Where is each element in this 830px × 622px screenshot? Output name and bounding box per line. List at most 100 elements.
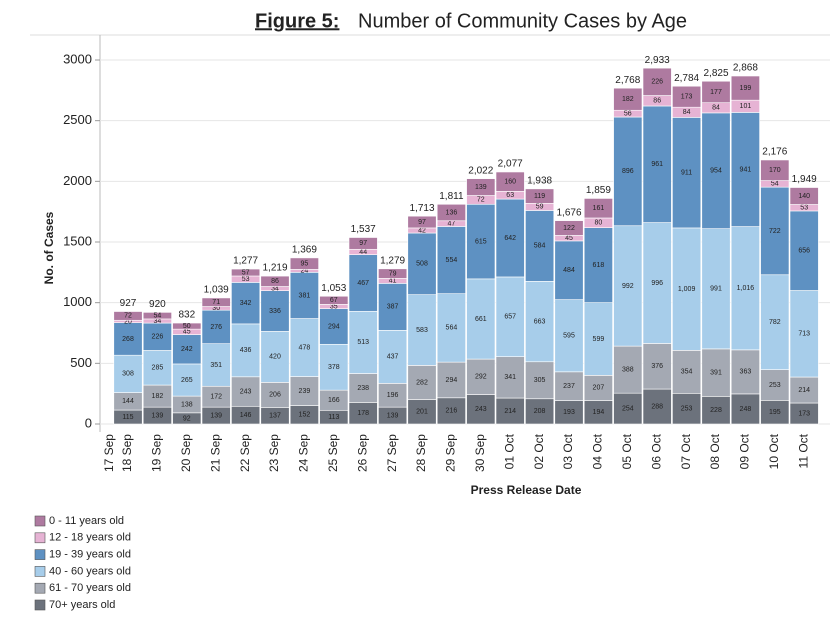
legend-label: 40 - 60 years old [49, 565, 131, 577]
bar-segment [642, 388, 672, 425]
total-label: 1,949 [792, 174, 817, 185]
segment-label: 508 [416, 261, 428, 268]
segment-label: 782 [769, 319, 781, 326]
segment-label: 595 [563, 333, 575, 340]
total-label: 1,811 [439, 191, 464, 202]
total-label: 2,868 [733, 63, 758, 74]
bar-segment [642, 343, 672, 390]
bar-segment [289, 318, 319, 377]
x-tick-label: 09 Oct [738, 433, 752, 469]
bar-segment [260, 275, 290, 287]
segment-label: 992 [622, 283, 634, 290]
bar-segment [231, 323, 261, 378]
segment-label: 45 [565, 235, 573, 242]
x-tick-label: 30 Sep [473, 434, 487, 472]
segment-label: 642 [504, 235, 516, 242]
bar-segment [701, 348, 731, 397]
segment-label: 285 [152, 365, 164, 372]
segment-label: 228 [710, 407, 722, 414]
bar-segment [701, 80, 731, 104]
bar-segment [730, 349, 760, 395]
segment-label: 71 [212, 299, 220, 306]
segment-label: 216 [446, 408, 458, 415]
segment-label: 152 [299, 412, 311, 419]
bar-segment [201, 343, 231, 387]
segment-label: 54 [154, 312, 162, 319]
segment-label: 253 [681, 405, 693, 412]
segment-label: 208 [534, 408, 546, 415]
bar-segment [642, 105, 672, 223]
bar-segment [495, 171, 525, 192]
y-tick-label: 1500 [63, 233, 92, 248]
bar-segment [495, 356, 525, 399]
total-label: 2,022 [468, 165, 493, 176]
bar-segment [583, 375, 613, 401]
segment-label: 253 [769, 382, 781, 389]
segment-label: 656 [798, 248, 810, 255]
segment-label: 86 [653, 98, 661, 105]
bar-segment [142, 322, 172, 351]
segment-label: 67 [330, 297, 338, 304]
segment-label: 941 [740, 166, 752, 173]
y-tick-label: 1000 [63, 294, 92, 309]
segment-label: 45 [183, 329, 191, 336]
bar-segment [495, 198, 525, 278]
bar-segment [378, 283, 408, 331]
segment-label: 292 [475, 374, 487, 381]
segment-label: 119 [534, 193, 545, 200]
bar-segment [172, 334, 202, 365]
segment-label: 248 [740, 406, 752, 413]
segment-label: 484 [563, 267, 575, 274]
segment-label: 56 [624, 110, 632, 117]
bar-segment [525, 210, 555, 282]
segment-label: 436 [240, 347, 252, 354]
segment-label: 84 [712, 105, 720, 112]
segment-label: 160 [504, 179, 516, 186]
chart-title: Number of Community Cases by Age [358, 10, 687, 32]
bar-segment [407, 365, 437, 400]
x-tick-label: 27 Sep [385, 434, 399, 472]
segment-label: 437 [387, 354, 399, 361]
bar-segment [613, 225, 643, 347]
bar-segment [466, 203, 496, 280]
segment-label: 199 [740, 85, 752, 92]
segment-label: 178 [357, 410, 369, 417]
segment-label: 30 [212, 305, 220, 312]
segment-label: 24 [301, 268, 309, 275]
bar-segment [348, 310, 378, 374]
total-label: 1,277 [233, 256, 258, 267]
segment-label: 554 [446, 257, 458, 264]
segment-label: 342 [240, 300, 252, 307]
bar-segment [672, 350, 702, 394]
segment-label: 140 [798, 193, 810, 200]
segment-label: 177 [710, 89, 722, 96]
segment-label: 173 [681, 94, 693, 101]
segment-label: 663 [534, 318, 546, 325]
segment-label: 42 [418, 227, 426, 234]
bar-segment [789, 187, 819, 205]
segment-label: 80 [595, 220, 603, 227]
total-label: 1,219 [262, 263, 287, 274]
segment-label: 268 [122, 336, 134, 343]
bar-segment [201, 297, 231, 307]
bar-segment [436, 293, 466, 363]
x-tick-label: 23 Sep [267, 434, 281, 472]
bar-segment [672, 393, 702, 425]
segment-label: 214 [504, 408, 516, 415]
bar-segment [436, 361, 466, 399]
segment-label: 101 [740, 103, 752, 110]
bar-segment [378, 330, 408, 384]
bar-segment [466, 278, 496, 360]
bar-segment [701, 112, 731, 229]
bar-segment [760, 159, 790, 181]
total-label: 1,369 [292, 245, 317, 256]
segment-label: 341 [504, 374, 516, 381]
segment-label: 584 [534, 243, 546, 250]
bar-segment [525, 398, 555, 425]
segment-label: 44 [359, 249, 367, 256]
segment-label: 34 [154, 318, 162, 325]
bar-segment [172, 322, 202, 330]
bar-segment [319, 295, 349, 305]
x-tick-label: 07 Oct [679, 433, 693, 469]
